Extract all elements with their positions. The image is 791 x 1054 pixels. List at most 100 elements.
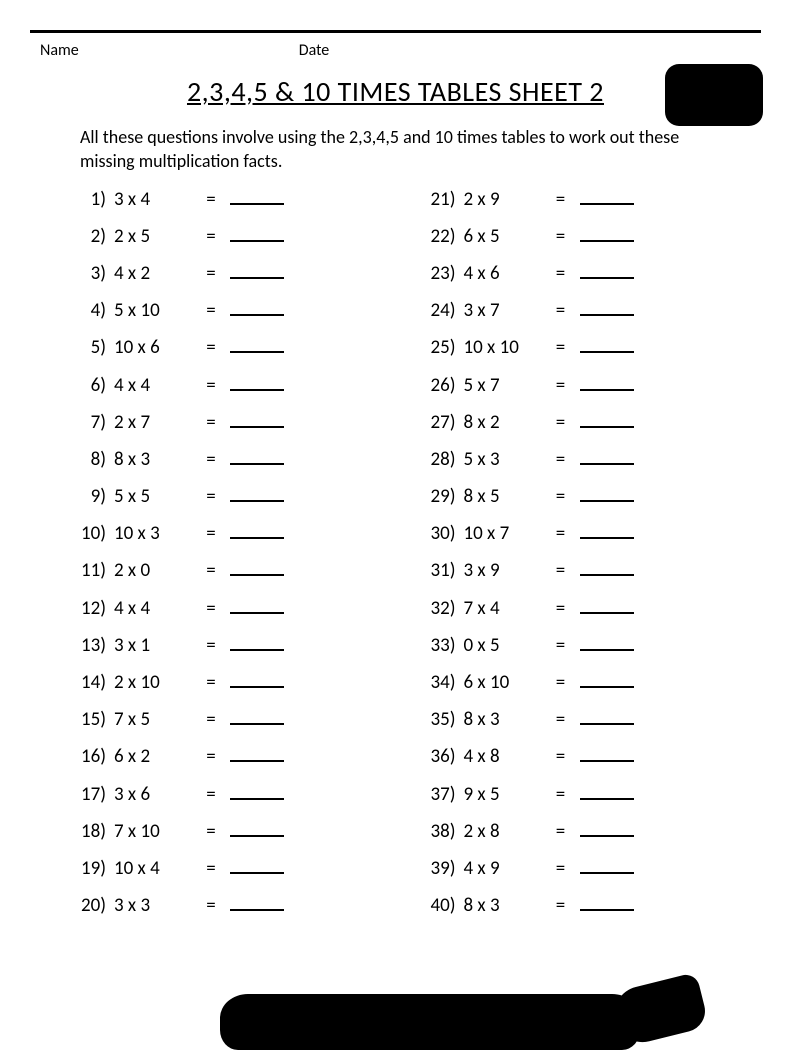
problem-number: 39) (420, 857, 464, 880)
answer-blank[interactable] (580, 189, 634, 205)
answer-blank[interactable] (230, 523, 284, 539)
problem-row: 1)3 x 4= (70, 188, 382, 225)
problem-number: 6) (70, 374, 114, 397)
answer-blank[interactable] (230, 337, 284, 353)
answer-blank[interactable] (580, 523, 634, 539)
answer-blank[interactable] (580, 560, 634, 576)
answer-blank[interactable] (580, 858, 634, 874)
problem-number: 21) (420, 188, 464, 211)
equals-symbol: = (198, 708, 224, 731)
problem-expression: 10 x 4 (114, 857, 198, 880)
answer-blank[interactable] (580, 895, 634, 911)
problem-number: 24) (420, 299, 464, 322)
problem-expression: 3 x 3 (114, 894, 198, 917)
problem-number: 18) (70, 820, 114, 843)
answer-blank[interactable] (230, 560, 284, 576)
problem-row: 6)4 x 4= (70, 374, 382, 411)
problem-row: 10)10 x 3= (70, 522, 382, 559)
equals-symbol: = (548, 299, 574, 322)
problem-expression: 8 x 5 (464, 485, 548, 508)
problem-row: 27)8 x 2= (420, 411, 732, 448)
answer-blank[interactable] (230, 412, 284, 428)
equals-symbol: = (548, 336, 574, 359)
answer-blank[interactable] (230, 486, 284, 502)
equals-symbol: = (198, 225, 224, 248)
equals-symbol: = (548, 559, 574, 582)
problem-row: 34)6 x 10= (420, 671, 732, 708)
answer-blank[interactable] (230, 784, 284, 800)
equals-symbol: = (548, 448, 574, 471)
answer-blank[interactable] (230, 709, 284, 725)
answer-blank[interactable] (230, 821, 284, 837)
equals-symbol: = (548, 522, 574, 545)
problem-row: 14)2 x 10= (70, 671, 382, 708)
problem-number: 23) (420, 262, 464, 285)
problem-number: 33) (420, 634, 464, 657)
problem-expression: 3 x 4 (114, 188, 198, 211)
answer-blank[interactable] (580, 337, 634, 353)
answer-blank[interactable] (580, 709, 634, 725)
problem-number: 13) (70, 634, 114, 657)
answer-blank[interactable] (580, 375, 634, 391)
equals-symbol: = (548, 597, 574, 620)
equals-symbol: = (198, 448, 224, 471)
problem-number: 25) (420, 336, 464, 359)
problem-row: 22)6 x 5= (420, 225, 732, 262)
answer-blank[interactable] (580, 784, 634, 800)
problem-expression: 2 x 8 (464, 820, 548, 843)
problem-expression: 3 x 6 (114, 783, 198, 806)
answer-blank[interactable] (230, 263, 284, 279)
problem-number: 5) (70, 336, 114, 359)
answer-blank[interactable] (580, 635, 634, 651)
answer-blank[interactable] (580, 263, 634, 279)
answer-blank[interactable] (230, 746, 284, 762)
equals-symbol: = (198, 671, 224, 694)
problem-row: 40)8 x 3= (420, 894, 732, 931)
answer-blank[interactable] (230, 226, 284, 242)
problem-number: 12) (70, 597, 114, 620)
answer-blank[interactable] (580, 821, 634, 837)
problem-expression: 8 x 3 (464, 894, 548, 917)
problem-number: 29) (420, 485, 464, 508)
problem-number: 19) (70, 857, 114, 880)
answer-blank[interactable] (580, 486, 634, 502)
answer-blank[interactable] (580, 449, 634, 465)
problem-number: 10) (70, 522, 114, 545)
answer-blank[interactable] (230, 449, 284, 465)
answer-blank[interactable] (230, 672, 284, 688)
problem-row: 19)10 x 4= (70, 857, 382, 894)
problem-row: 15)7 x 5= (70, 708, 382, 745)
problem-row: 36)4 x 8= (420, 745, 732, 782)
problem-expression: 4 x 4 (114, 374, 198, 397)
problem-row: 33)0 x 5= (420, 634, 732, 671)
answer-blank[interactable] (230, 598, 284, 614)
answer-blank[interactable] (580, 300, 634, 316)
problem-number: 14) (70, 671, 114, 694)
answer-blank[interactable] (230, 858, 284, 874)
problem-number: 11) (70, 559, 114, 582)
problem-row: 24)3 x 7= (420, 299, 732, 336)
answer-blank[interactable] (580, 226, 634, 242)
problem-row: 7)2 x 7= (70, 411, 382, 448)
problem-number: 34) (420, 671, 464, 694)
answer-blank[interactable] (230, 300, 284, 316)
problems-container: 1)3 x 4=2)2 x 5=3)4 x 2=4)5 x 10=5)10 x … (0, 184, 791, 932)
answer-blank[interactable] (580, 412, 634, 428)
equals-symbol: = (198, 857, 224, 880)
answer-blank[interactable] (580, 746, 634, 762)
answer-blank[interactable] (230, 895, 284, 911)
answer-blank[interactable] (230, 189, 284, 205)
answer-blank[interactable] (580, 598, 634, 614)
problem-expression: 5 x 5 (114, 485, 198, 508)
problem-expression: 7 x 4 (464, 597, 548, 620)
answer-blank[interactable] (230, 375, 284, 391)
problem-row: 12)4 x 4= (70, 597, 382, 634)
answer-blank[interactable] (230, 635, 284, 651)
equals-symbol: = (548, 411, 574, 434)
answer-blank[interactable] (580, 672, 634, 688)
header-row: Name Date (0, 33, 791, 60)
problem-row: 21)2 x 9= (420, 188, 732, 225)
problem-row: 26)5 x 7= (420, 374, 732, 411)
equals-symbol: = (198, 374, 224, 397)
problem-row: 28)5 x 3= (420, 448, 732, 485)
